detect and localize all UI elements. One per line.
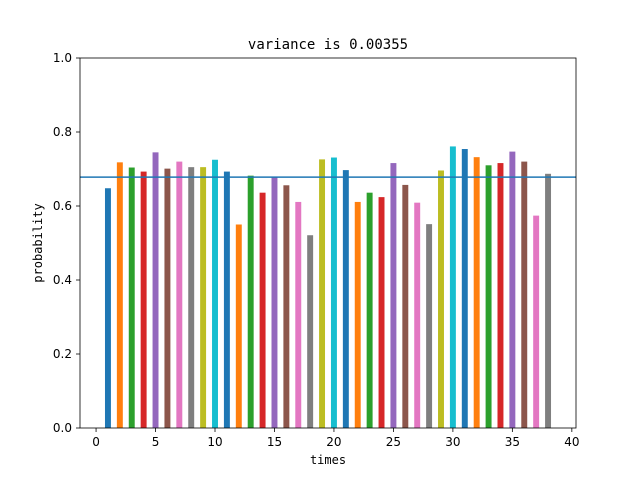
bar-2 [116, 162, 123, 428]
bar-13 [247, 175, 254, 428]
bar-10 [212, 159, 218, 428]
bar-18 [307, 235, 314, 428]
x-tick-label: 15 [267, 435, 282, 449]
bar-25 [390, 163, 397, 428]
chart-title: variance is 0.00355 [248, 37, 408, 53]
bar-4 [140, 171, 147, 428]
bar-38 [545, 173, 552, 428]
x-tick-label: 25 [386, 435, 401, 449]
bar-36 [521, 161, 528, 428]
bar-17 [295, 201, 302, 428]
x-tick-label: 35 [505, 435, 520, 449]
bar-33 [485, 165, 492, 429]
y-tick-label: 0.8 [53, 125, 72, 139]
bar-15 [271, 177, 278, 428]
x-tick-label: 20 [326, 435, 341, 449]
x-tick-label: 10 [207, 435, 222, 449]
bar-32 [473, 157, 480, 428]
bar-28 [426, 224, 433, 428]
bar-1 [104, 188, 111, 428]
bar-20 [330, 157, 337, 428]
x-tick-label: 30 [445, 435, 460, 449]
bar-19 [319, 159, 326, 428]
bar-30 [449, 146, 456, 428]
bar-29 [438, 170, 444, 429]
bar-21 [342, 170, 349, 429]
bar-7 [176, 161, 183, 428]
y-axis-label: probability [31, 203, 45, 282]
bar-35 [509, 151, 516, 429]
x-tick-label: 0 [92, 435, 100, 449]
bar-16 [283, 185, 290, 428]
bar-34 [497, 163, 504, 428]
bar-22 [354, 201, 361, 428]
plot-frame [79, 57, 577, 429]
bar-11 [223, 171, 230, 428]
x-axis-label: times [310, 453, 346, 467]
bars-group [104, 146, 552, 429]
y-axis-ticks: 0.0 0.2 0.4 0.6 0.8 1.0 [53, 51, 80, 435]
x-tick-label: 5 [152, 435, 160, 449]
bar-9 [200, 167, 207, 428]
y-tick-label: 0.4 [53, 273, 72, 287]
bar-14 [259, 192, 266, 428]
x-axis-ticks: 0 5 10 15 20 25 30 35 40 [92, 428, 579, 449]
bar-8 [188, 167, 195, 428]
x-tick-label: 40 [564, 435, 579, 449]
bar-31 [461, 149, 468, 428]
bar-23 [366, 192, 373, 428]
bar-6 [164, 168, 171, 428]
bar-27 [414, 202, 421, 428]
y-tick-label: 0.2 [53, 347, 72, 361]
y-tick-label: 0.6 [53, 199, 72, 213]
bar-26 [402, 184, 409, 428]
bar-37 [533, 215, 540, 428]
bar-5 [152, 152, 159, 428]
y-tick-label: 1.0 [53, 51, 72, 65]
bar-12 [235, 224, 242, 428]
bar-3 [128, 167, 135, 428]
bar-24 [378, 197, 385, 428]
y-tick-label: 0.0 [53, 421, 72, 435]
